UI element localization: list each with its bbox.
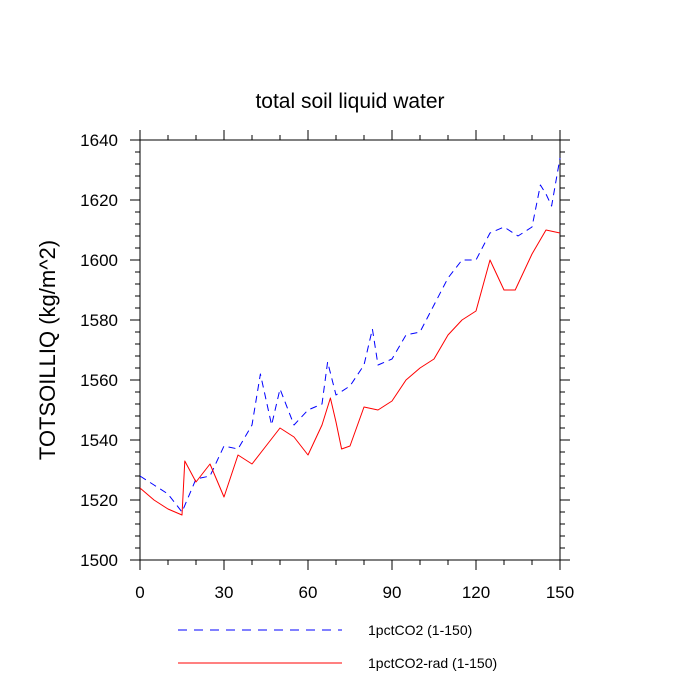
x-tick-label: 120 xyxy=(462,583,490,602)
y-tick-label: 1600 xyxy=(80,251,118,270)
series-line-2 xyxy=(139,229,561,516)
y-axis-label: TOTSOILLIQ (kg/m^2) xyxy=(35,240,60,460)
y-tick-label: 1620 xyxy=(80,191,118,210)
legend-label-2: 1pctCO2-rad (1-150) xyxy=(368,655,497,671)
series-layer xyxy=(139,157,561,516)
y-tick-label: 1520 xyxy=(80,491,118,510)
x-tick-label: 90 xyxy=(383,583,402,602)
legend: 1pctCO2 (1-150) 1pctCO2-rad (1-150) xyxy=(178,622,497,671)
x-tick-label: 150 xyxy=(546,583,574,602)
chart-title: total soil liquid water xyxy=(255,90,444,113)
y-tick-label: 1580 xyxy=(80,311,118,330)
x-tick-label: 30 xyxy=(215,583,234,602)
plot-border xyxy=(139,139,561,561)
x-tick-label: 0 xyxy=(135,583,144,602)
x-tick-label: 60 xyxy=(299,583,318,602)
y-tick-label: 1560 xyxy=(80,371,118,390)
y-tick-label: 1640 xyxy=(80,131,118,150)
y-tick-label: 1500 xyxy=(80,551,118,570)
series-line-1 xyxy=(139,157,561,513)
plot-area xyxy=(139,139,561,561)
y-tick-label: 1540 xyxy=(80,431,118,450)
legend-label-1: 1pctCO2 (1-150) xyxy=(368,622,472,638)
axis-ticks: 0 30 60 90 120 150 1500 1520 1540 1560 1580 1600 162… xyxy=(80,130,574,602)
